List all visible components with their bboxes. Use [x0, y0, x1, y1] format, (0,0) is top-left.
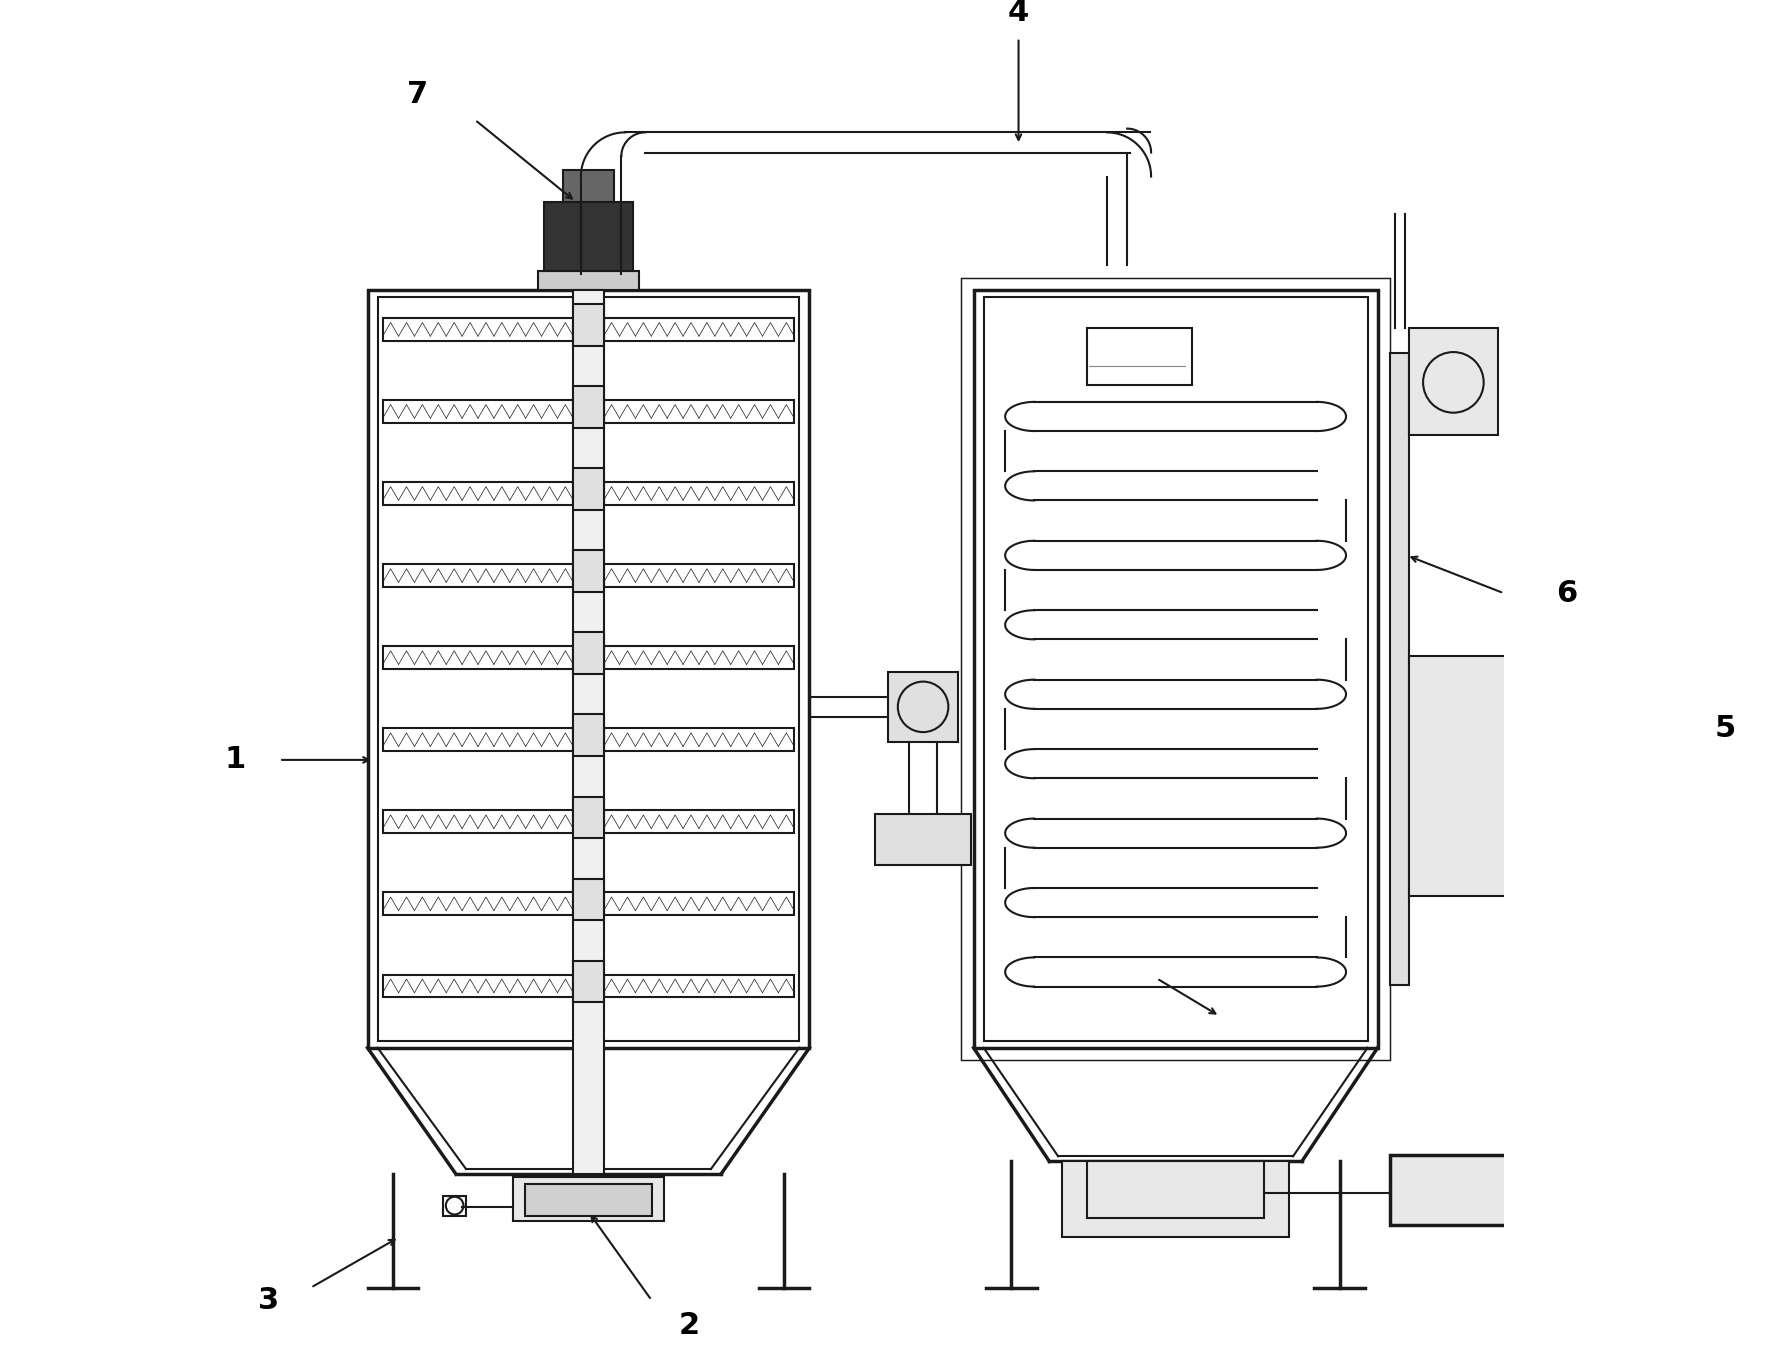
Bar [573, 960, 604, 1002]
Bar [382, 974, 573, 997]
Bar [573, 551, 604, 591]
Bar [526, 1184, 651, 1216]
Bar [573, 387, 604, 428]
Bar [513, 1176, 664, 1220]
Bar [604, 811, 795, 834]
Bar [604, 647, 795, 669]
Bar [573, 290, 604, 1175]
Bar [377, 296, 800, 1041]
Text: 4: 4 [1007, 0, 1028, 27]
Bar [573, 796, 604, 838]
Text: 5: 5 [1713, 714, 1735, 742]
Bar [563, 170, 614, 202]
Bar [1389, 353, 1409, 985]
Bar [1087, 1161, 1264, 1218]
Text: 1: 1 [225, 745, 246, 775]
Text: 2: 2 [680, 1311, 701, 1340]
Bar [961, 277, 1389, 1060]
Bar [382, 647, 573, 669]
Bar [573, 469, 604, 511]
Bar [382, 893, 573, 915]
Bar [545, 202, 632, 271]
Bar [1409, 656, 1554, 896]
Bar [382, 318, 573, 341]
Bar [1389, 1156, 1643, 1224]
Bar [1409, 329, 1497, 435]
Bar [573, 632, 604, 674]
Bar [604, 729, 795, 752]
Bar [974, 290, 1377, 1048]
Bar [874, 814, 972, 865]
Bar [442, 1196, 466, 1216]
Bar [604, 893, 795, 915]
Bar [604, 974, 795, 997]
Bar [604, 482, 795, 505]
Bar [382, 564, 573, 587]
Bar [382, 811, 573, 834]
Bar [382, 482, 573, 505]
Bar [1087, 329, 1191, 385]
Bar [573, 878, 604, 920]
Bar [368, 290, 809, 1048]
Text: 3: 3 [258, 1286, 280, 1315]
Bar [382, 729, 573, 752]
Bar [604, 564, 795, 587]
Bar [984, 296, 1368, 1041]
Text: 7: 7 [407, 79, 428, 109]
Bar [604, 400, 795, 423]
Bar [1062, 1161, 1289, 1237]
Bar [604, 318, 795, 341]
Bar [538, 271, 639, 290]
Text: 6: 6 [1556, 579, 1577, 607]
Bar [573, 714, 604, 756]
Bar [889, 672, 958, 742]
Bar [382, 400, 573, 423]
Bar [573, 304, 604, 346]
